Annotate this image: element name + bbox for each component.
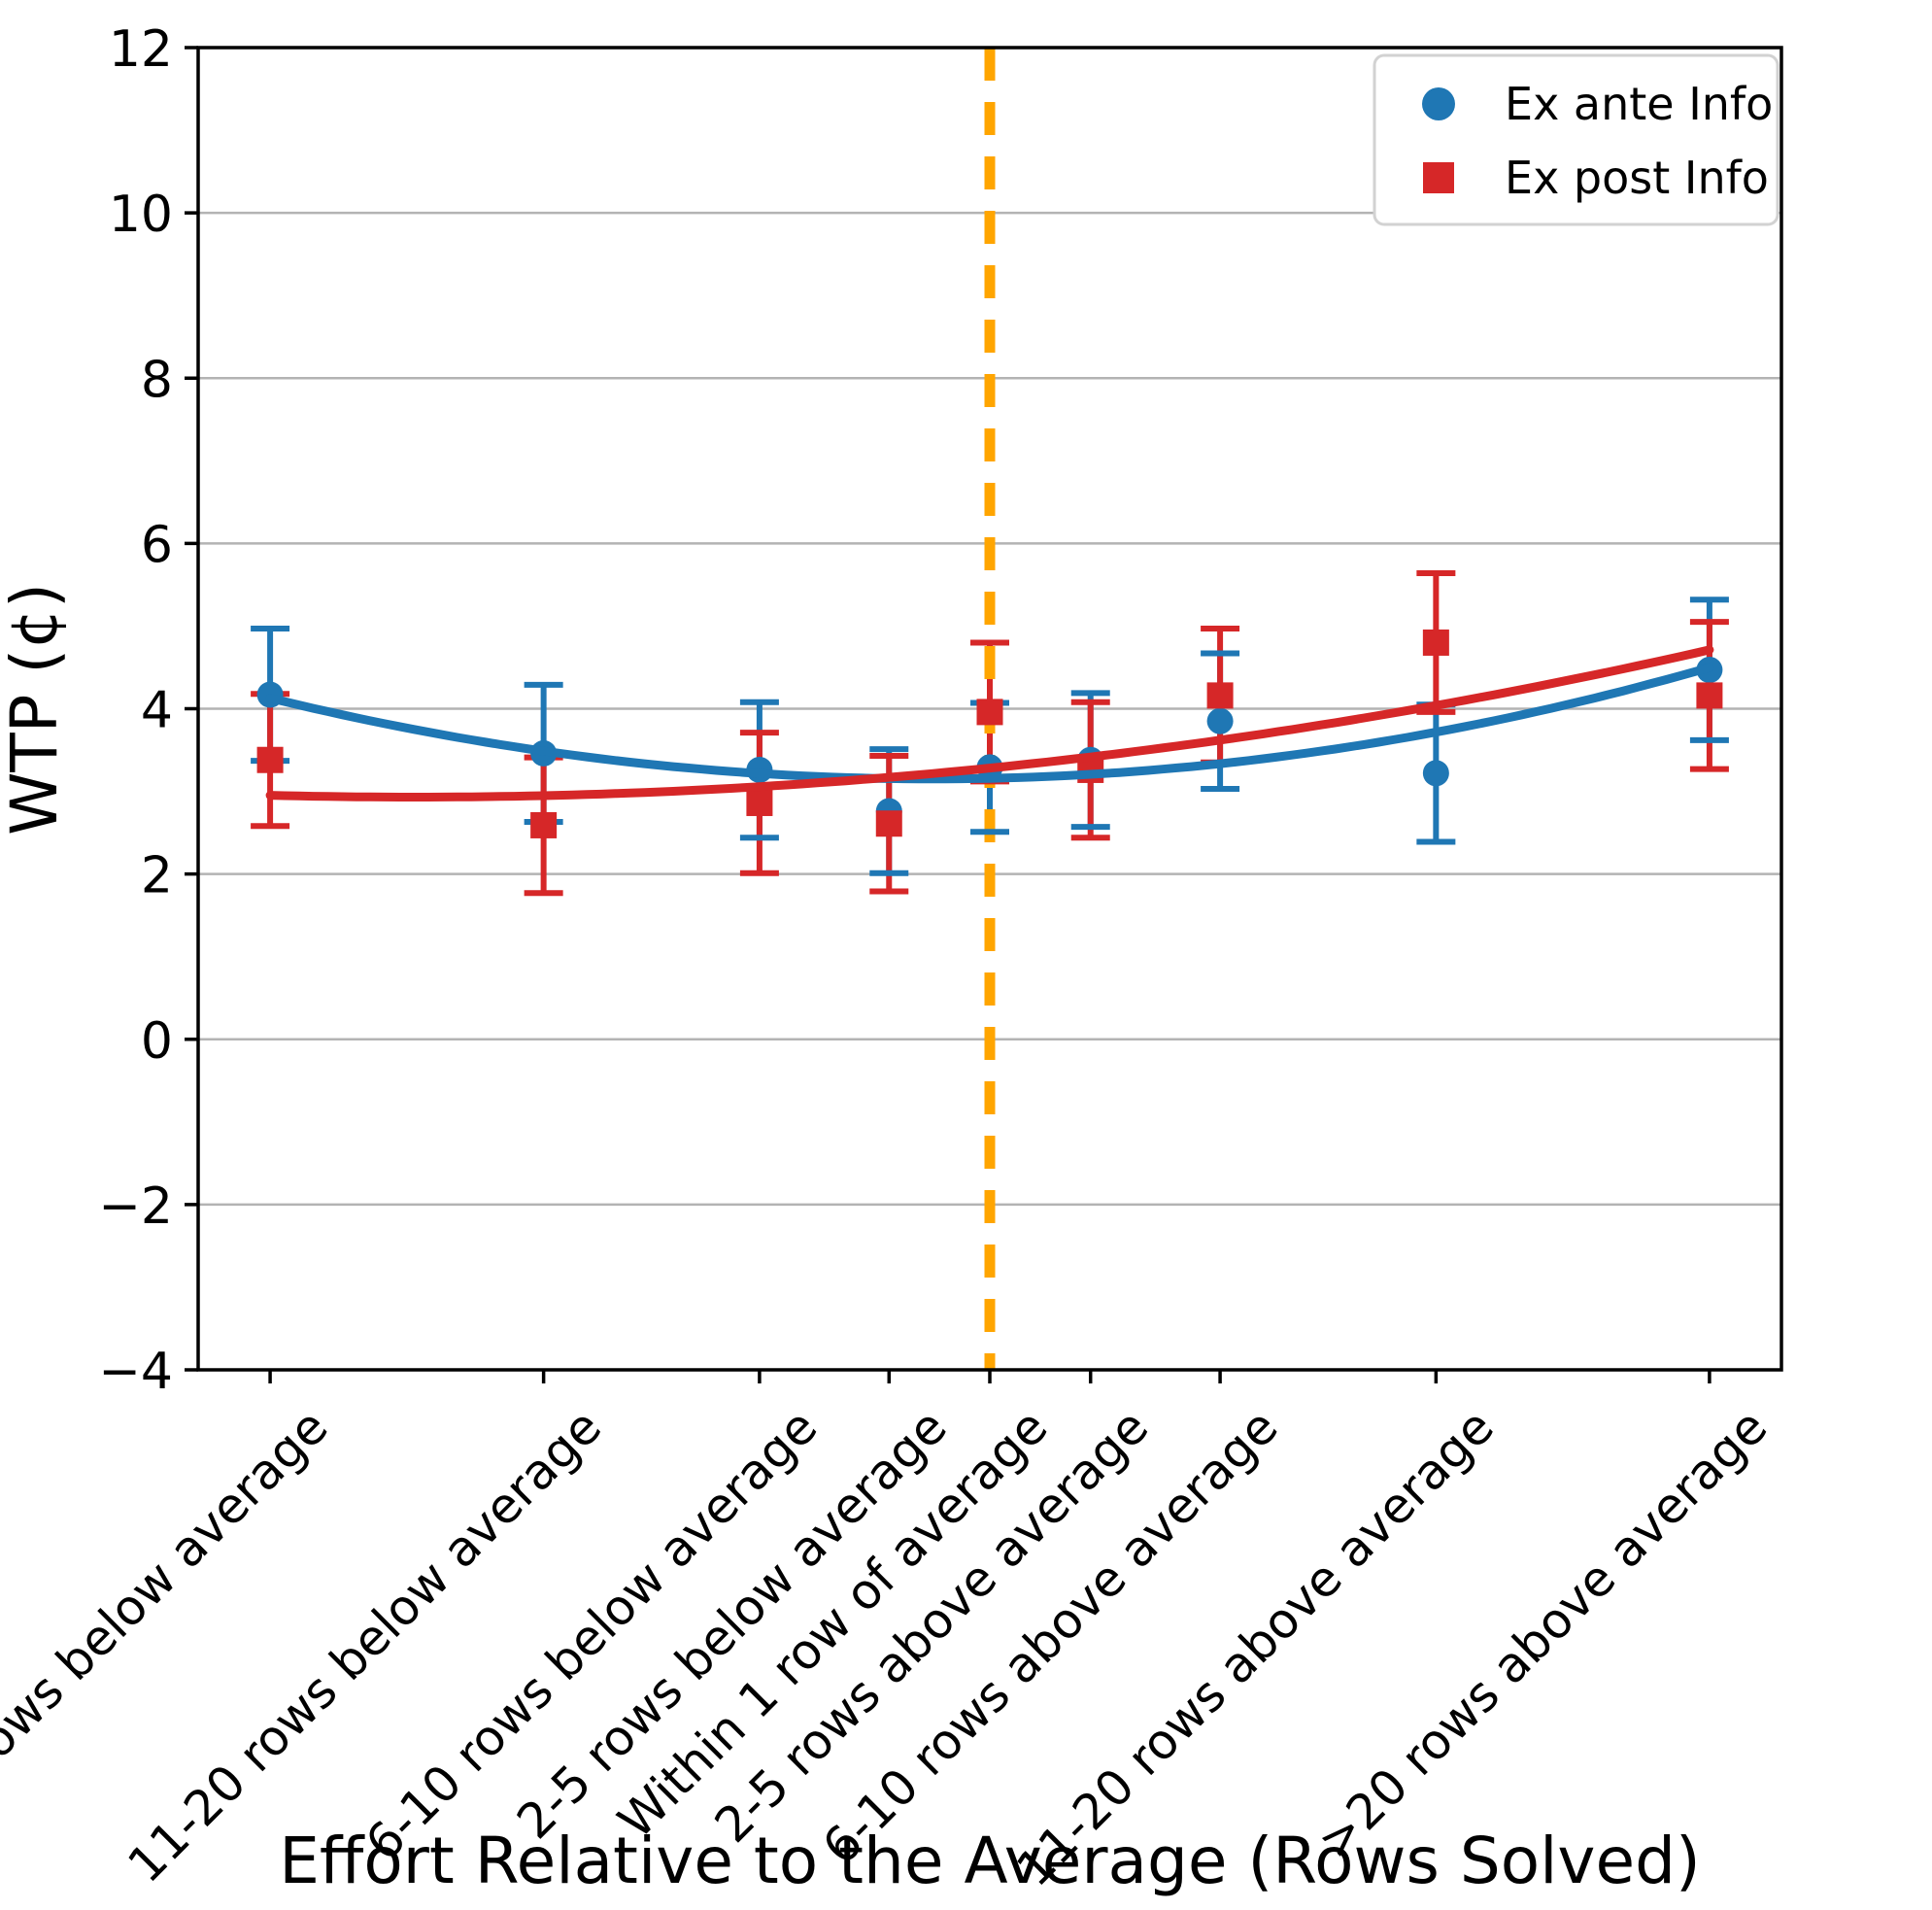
y-tick-label: 4	[141, 682, 173, 740]
marker-ex-post	[256, 746, 284, 773]
axes-layer	[185, 46, 1783, 1383]
y-tick-label: 2	[141, 847, 173, 905]
fit-curves-layer	[265, 645, 1714, 802]
x-axis-title: Effort Relative to the Average (Rows Sol…	[279, 1824, 1701, 1898]
marker-ex-post	[976, 699, 1003, 726]
y-tick-label: −4	[98, 1343, 173, 1401]
y-tick-label: 10	[109, 186, 173, 244]
legend-marker-ex-post-square-icon	[1423, 162, 1454, 193]
x-tick-label: Within 1 row of average	[607, 1398, 1058, 1849]
legend-marker-ex-ante-circle-icon	[1422, 87, 1455, 120]
marker-ex-post	[1696, 682, 1723, 709]
fit-curve-ex-ante	[265, 663, 1714, 784]
marker-ex-post	[875, 810, 902, 837]
y-tick-label: 6	[141, 516, 173, 574]
y-tick-label: −2	[98, 1177, 173, 1236]
marker-ex-post	[1422, 629, 1449, 656]
marker-ex-post	[1206, 682, 1234, 709]
y-axis-title: WTP (¢)	[0, 583, 72, 836]
legend-label-ex-ante: Ex ante Info	[1505, 78, 1773, 130]
legend-box	[1373, 53, 1779, 226]
marker-ex-post	[530, 811, 558, 838]
y-tick-label: 12	[109, 20, 173, 79]
marker-ex-ante	[1422, 760, 1449, 787]
y-tick-label: 8	[141, 351, 173, 409]
x-tick-label: >20 rows above average	[1306, 1398, 1778, 1869]
marker-ex-ante	[1206, 707, 1234, 734]
legend: Ex ante Info Ex post Info	[1373, 53, 1779, 226]
marker-ex-post	[746, 789, 773, 816]
legend-label-ex-post: Ex post Info	[1505, 152, 1769, 204]
x-tick-label: >20 rows below average	[0, 1398, 339, 1865]
y-tick-label: 0	[141, 1012, 173, 1071]
fit-curve-ex-post	[265, 645, 1714, 802]
